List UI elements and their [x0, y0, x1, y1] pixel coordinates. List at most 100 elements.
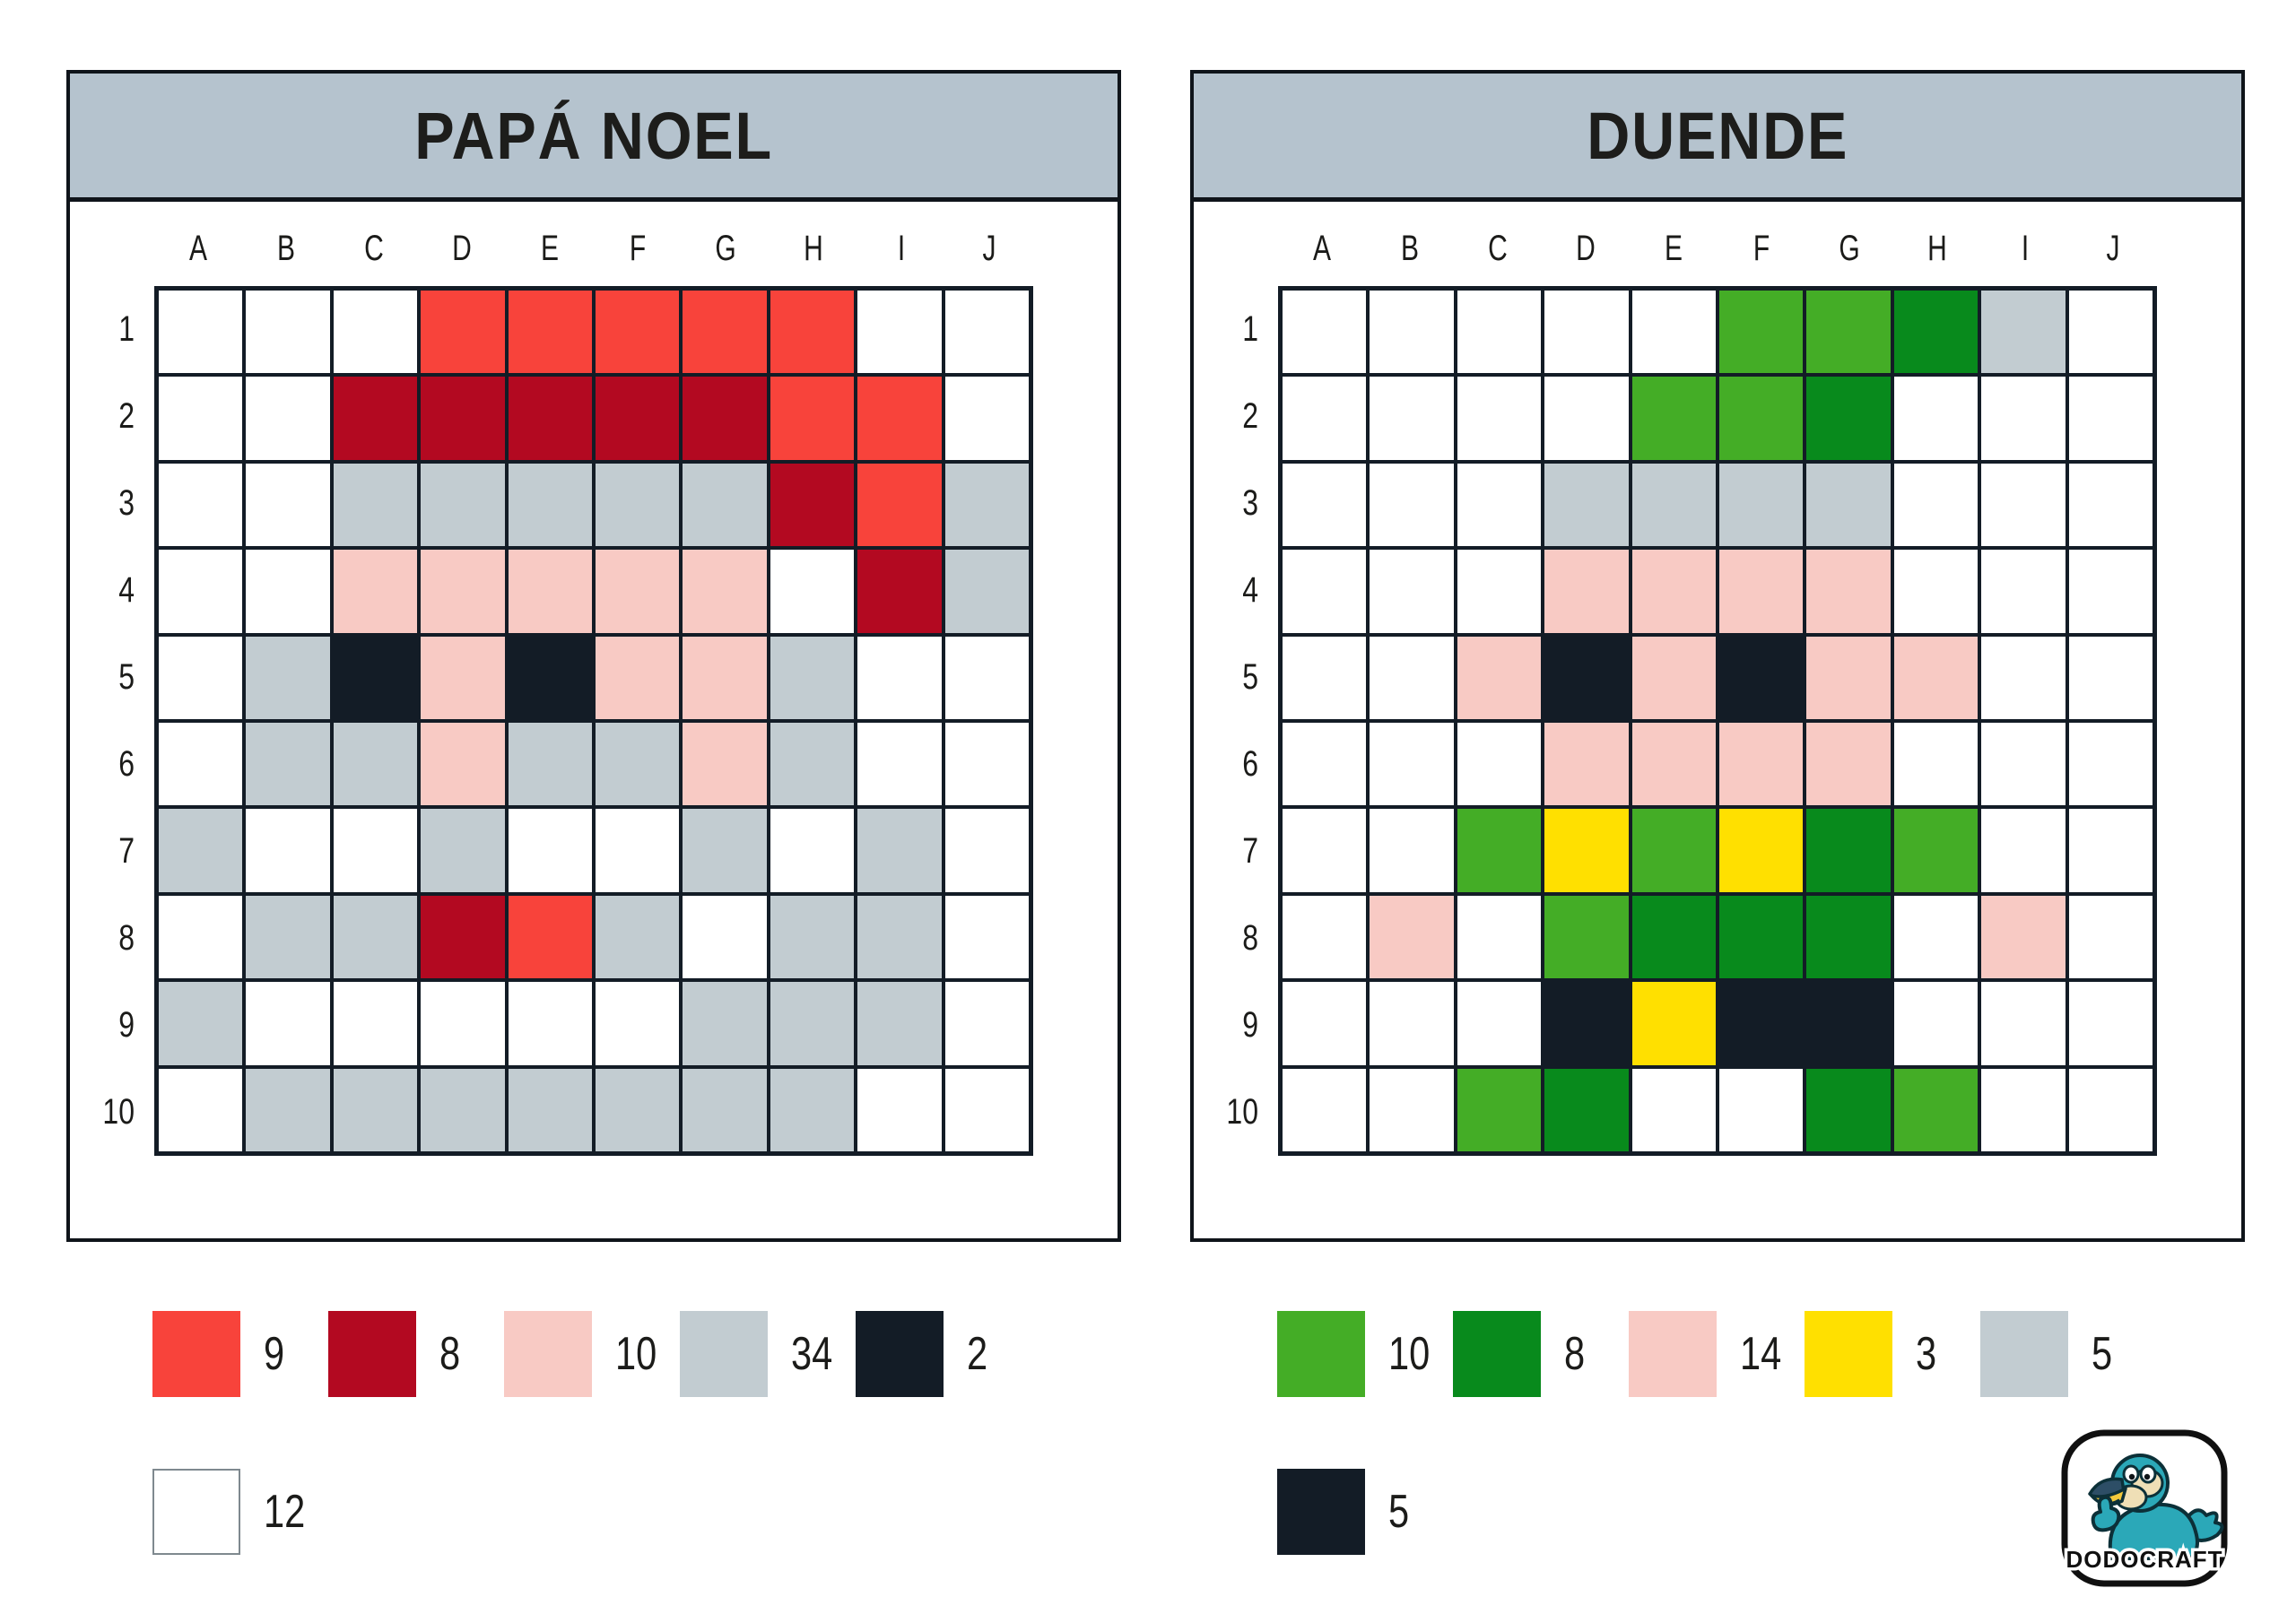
legend-item: 8 — [328, 1311, 504, 1397]
color-swatch — [856, 1311, 944, 1397]
column-label: F — [1752, 228, 1770, 268]
grid-cell — [1981, 723, 2066, 806]
grid-cell — [508, 895, 592, 979]
grid-cell — [1631, 1068, 1716, 1151]
column-label: D — [452, 228, 472, 268]
grid-cell — [246, 895, 330, 979]
grid-cell — [1283, 550, 1367, 633]
legend-item: 12 — [152, 1469, 328, 1555]
grid-cell — [159, 723, 243, 806]
pixel-grid — [154, 286, 1033, 1156]
color-swatch — [504, 1311, 592, 1397]
grid-cell — [246, 723, 330, 806]
color-swatch — [152, 1469, 240, 1555]
grid-cell — [857, 982, 942, 1065]
grid-cell — [944, 636, 1029, 719]
grid-cell — [944, 550, 1029, 633]
grid-cell — [1806, 463, 1891, 547]
grid-cell — [1370, 291, 1454, 374]
grid-cell — [421, 809, 505, 892]
grid-cell — [596, 636, 680, 719]
color-swatch — [1629, 1311, 1717, 1397]
grid-cell — [246, 1068, 330, 1151]
grid-cell — [1457, 723, 1542, 806]
grid-cell — [246, 636, 330, 719]
grid-cell — [944, 377, 1029, 460]
grid-cell — [1719, 550, 1804, 633]
grid-cell — [246, 377, 330, 460]
grid-cell — [333, 809, 418, 892]
grid-cell — [1457, 377, 1542, 460]
legend-item: 9 — [152, 1311, 328, 1397]
panel-papa-noel: PAPÁ NOEL A B C D E F G H I J 1 2 3 4 5 6 7 8 9 10 — [66, 70, 1121, 1242]
column-label: I — [2021, 228, 2030, 268]
grid-cell — [770, 895, 855, 979]
grid-cell — [1283, 982, 1367, 1065]
grid-cell — [596, 982, 680, 1065]
grid-cell — [1370, 982, 1454, 1065]
grid-cell — [508, 982, 592, 1065]
grid-cell — [333, 550, 418, 633]
grid-cell — [770, 463, 855, 547]
legend-count: 8 — [1564, 1328, 1586, 1380]
grid-cell — [1893, 463, 1979, 547]
grid-cell — [770, 291, 855, 374]
legend-duende-row2: 5 — [1277, 1469, 1453, 1555]
grid-cell — [857, 550, 942, 633]
column-label: G — [1839, 228, 1860, 268]
grid-cell — [159, 377, 243, 460]
grid-cell — [596, 1068, 680, 1151]
grid-cell — [857, 895, 942, 979]
grid-cell — [508, 1068, 592, 1151]
color-swatch — [680, 1311, 768, 1397]
grid-cell — [770, 723, 855, 806]
grid-cell — [1893, 1068, 1979, 1151]
grid-cell — [333, 377, 418, 460]
grid-cell — [159, 636, 243, 719]
grid-cell — [159, 291, 243, 374]
grid-row-labels: 1 2 3 4 5 6 7 8 9 10 — [1199, 286, 1258, 1156]
row-label: 2 — [118, 396, 135, 436]
grid-cell — [1544, 291, 1629, 374]
grid-cell — [1457, 809, 1542, 892]
grid-cell — [1283, 1068, 1367, 1151]
grid-cell — [1719, 291, 1804, 374]
grid-cell — [1370, 809, 1454, 892]
grid-cell — [246, 550, 330, 633]
row-label: 6 — [118, 744, 135, 784]
grid-cell — [159, 550, 243, 633]
grid-cell — [770, 809, 855, 892]
column-label: D — [1576, 228, 1596, 268]
grid-cell — [944, 895, 1029, 979]
grid-row-labels: 1 2 3 4 5 6 7 8 9 10 — [75, 286, 135, 1156]
column-label: C — [364, 228, 384, 268]
grid-cell — [508, 636, 592, 719]
grid-cell — [1981, 809, 2066, 892]
legend-count: 3 — [1916, 1328, 1937, 1380]
column-label: I — [897, 228, 906, 268]
grid-cell — [421, 377, 505, 460]
grid-cell — [1719, 1068, 1804, 1151]
grid-cell — [1631, 463, 1716, 547]
grid-cell — [1981, 895, 2066, 979]
grid-cell — [683, 550, 767, 633]
row-label: 6 — [1242, 744, 1258, 784]
row-label: 3 — [118, 483, 135, 523]
grid-cell — [1457, 895, 1542, 979]
legend-count: 5 — [1388, 1486, 1410, 1538]
grid-cell — [1457, 550, 1542, 633]
grid-cell — [944, 723, 1029, 806]
column-label: A — [188, 228, 208, 268]
grid-cell — [159, 1068, 243, 1151]
grid-cell — [1806, 809, 1891, 892]
grid-cell — [421, 550, 505, 633]
grid-cell — [944, 463, 1029, 547]
grid-cell — [1631, 982, 1716, 1065]
grid-cell — [333, 895, 418, 979]
grid-cell — [1893, 809, 1979, 892]
grid-cell — [596, 895, 680, 979]
grid-cell — [683, 463, 767, 547]
grid-cell — [1283, 636, 1367, 719]
grid-cell — [596, 550, 680, 633]
grid-cell — [1283, 463, 1367, 547]
